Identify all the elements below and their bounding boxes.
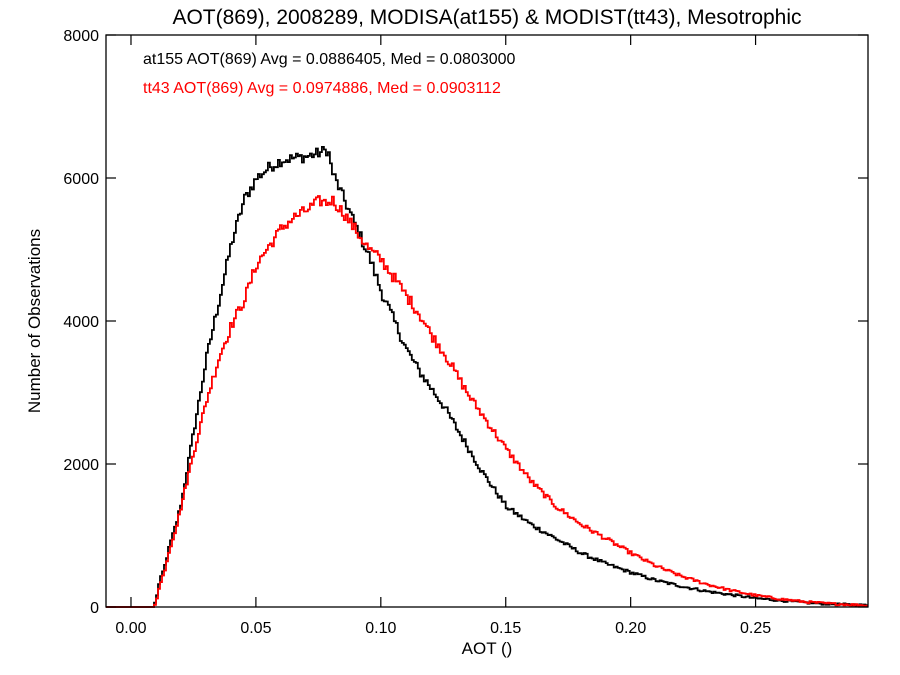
x-tick-label: 0.00: [115, 620, 146, 637]
x-axis-title: AOT (): [462, 639, 513, 658]
x-tick-label: 0.05: [240, 620, 271, 637]
x-tick-label: 0.15: [490, 620, 521, 637]
y-axis-title: Number of Observations: [25, 229, 44, 413]
series-layer: [106, 146, 869, 608]
chart-title: AOT(869), 2008289, MODISA(at155) & MODIS…: [172, 6, 801, 29]
series-tt43-histogram-line: [106, 195, 869, 608]
y-tick-label: 6000: [63, 171, 99, 188]
ticks-layer: 0.00 0.05 0.10 0.15 0.20 0.25 0 2000 4000 6000 800…: [63, 28, 868, 637]
x-tick-label: 0.10: [365, 620, 396, 637]
at155-stats-annotation: at155 AOT(869) Avg = 0.0886405, Med = 0.…: [143, 51, 516, 68]
y-tick-label: 2000: [63, 457, 99, 474]
y-tick-label: 4000: [63, 314, 99, 331]
series-at155-histogram-line: [106, 146, 869, 608]
x-tick-label: 0.25: [740, 620, 771, 637]
tt43-stats-annotation: tt43 AOT(869) Avg = 0.0974886, Med = 0.0…: [143, 80, 501, 97]
y-tick-label: 0: [90, 600, 99, 617]
x-tick-label: 0.20: [615, 620, 646, 637]
y-tick-label: 8000: [63, 28, 99, 45]
